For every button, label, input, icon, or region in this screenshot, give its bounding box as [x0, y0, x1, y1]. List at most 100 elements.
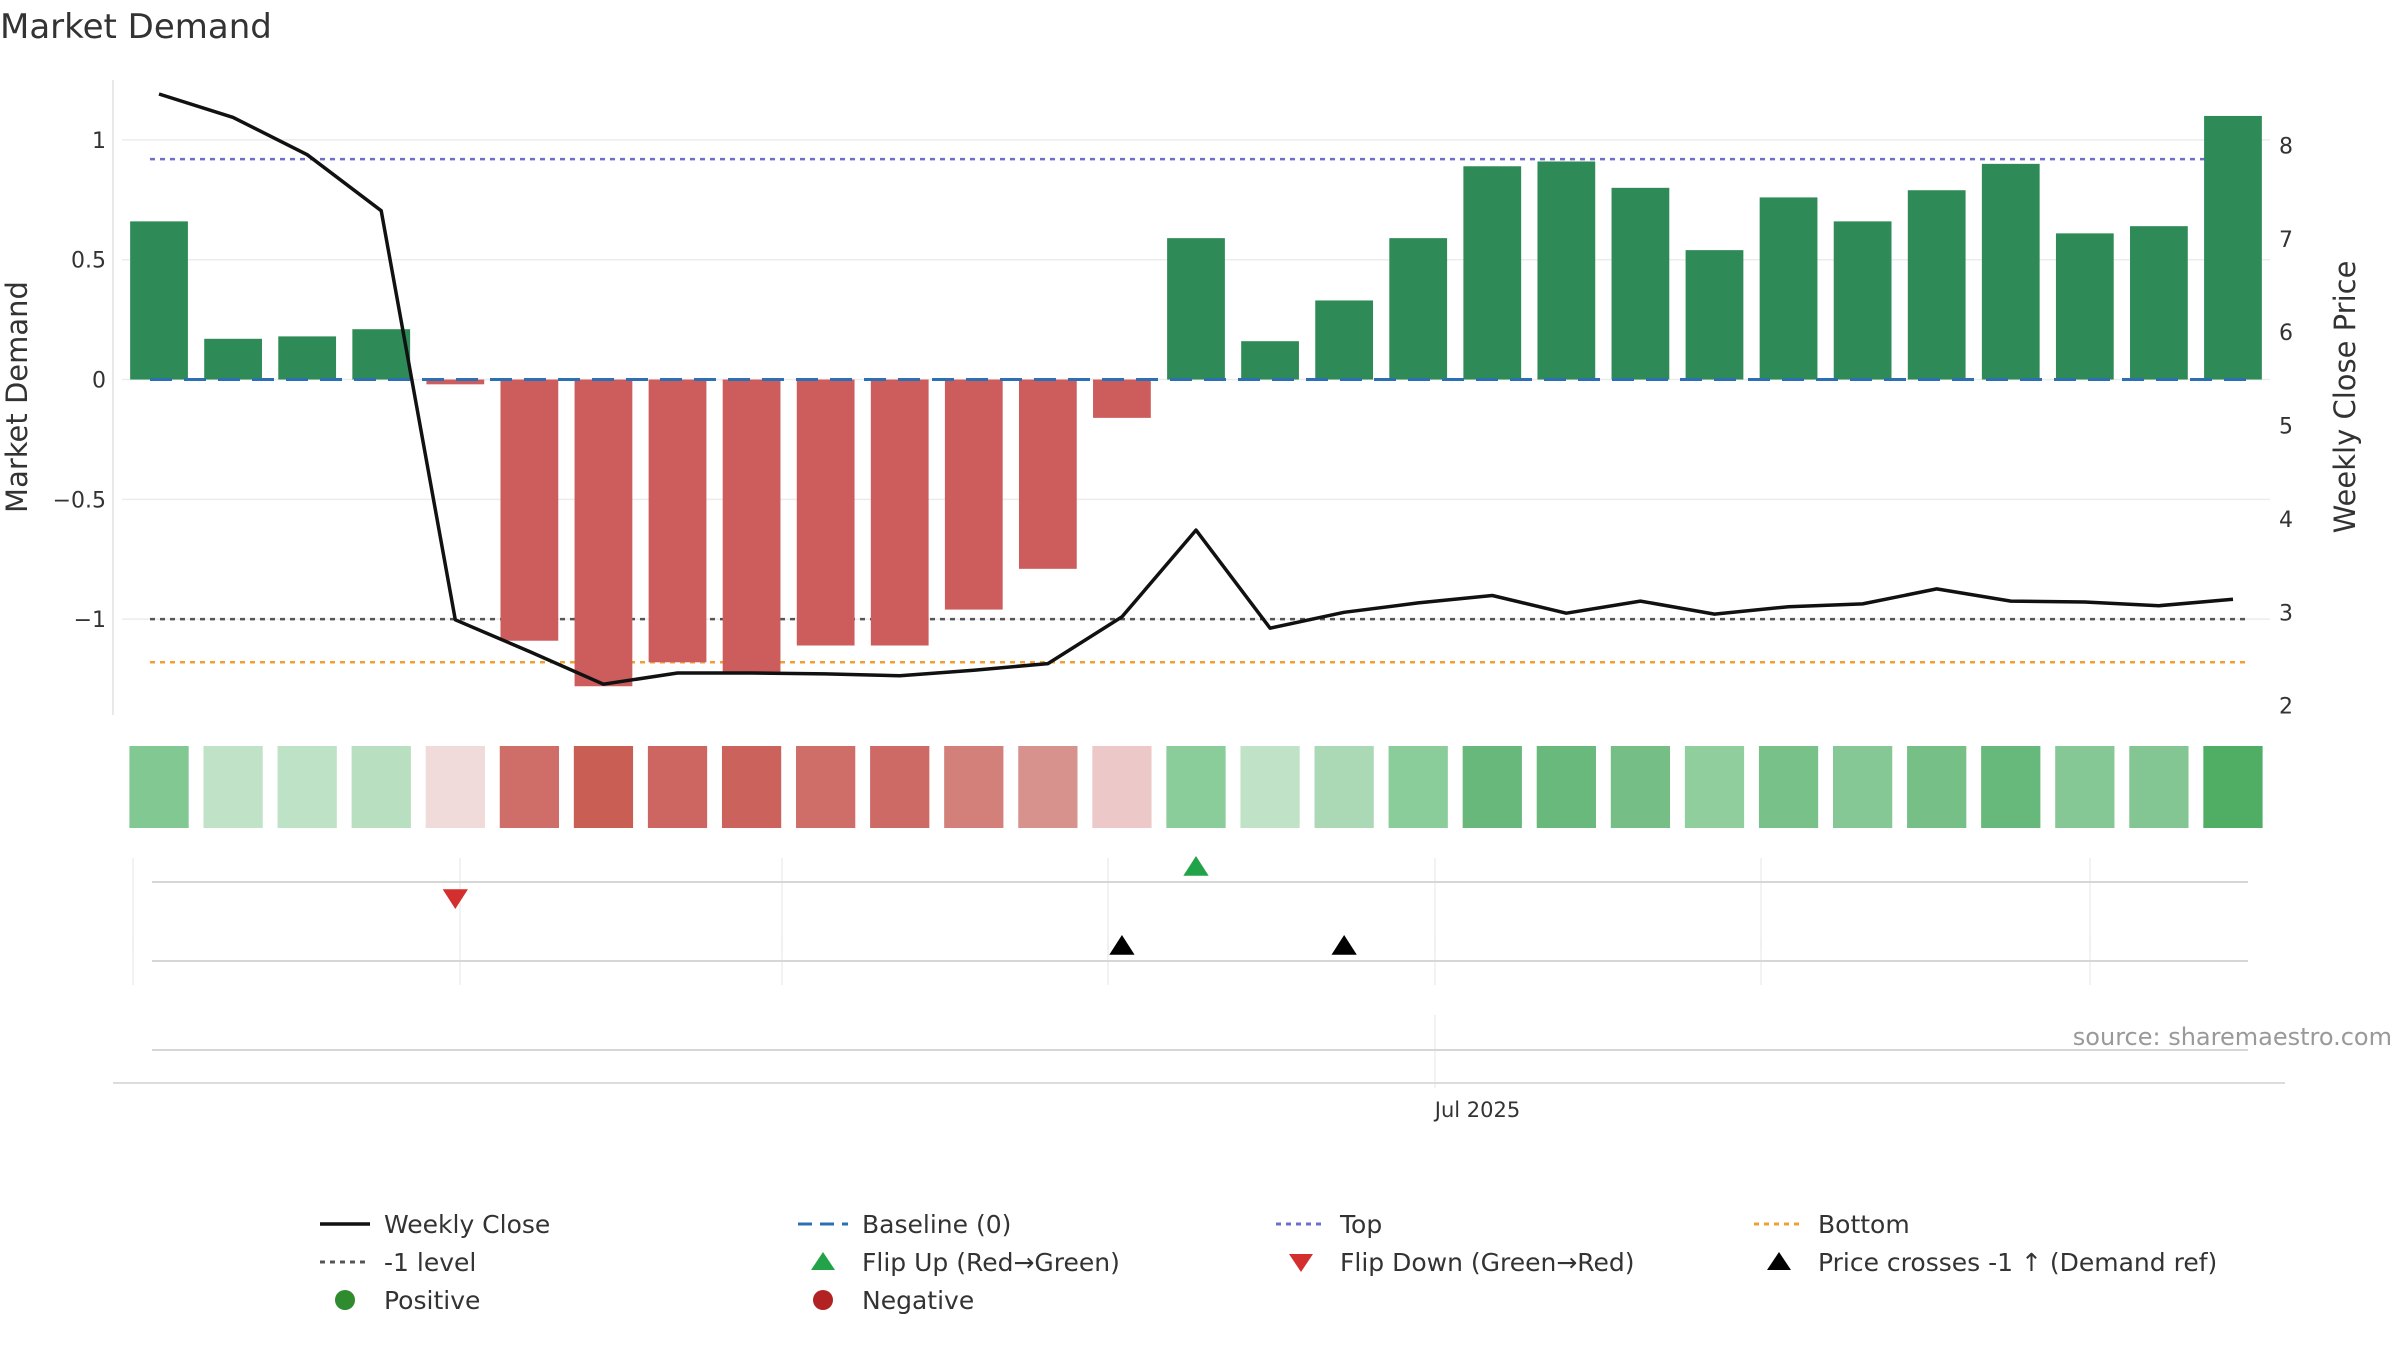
bar-positive: [1167, 238, 1225, 380]
legend-label: Flip Up (Red→Green): [862, 1247, 1120, 1277]
signal-panels: [113, 856, 2285, 1088]
heat-cell: [647, 746, 708, 828]
heat-cell: [721, 746, 782, 828]
legend-item: Weekly Close: [310, 1205, 788, 1243]
legend-item: Flip Up (Red→Green): [788, 1243, 1266, 1281]
heat-cell: [1907, 746, 1967, 828]
heat-cell: [1314, 746, 1374, 828]
flip-down-marker: [442, 889, 468, 909]
demand-bars: [130, 115, 2262, 687]
legend-label: Baseline (0): [862, 1209, 1012, 1239]
legend-row: -1 level Flip Up (Red→Green) Flip Down (Gr…: [310, 1243, 2270, 1281]
heat-cell: [1462, 746, 1522, 828]
legend-label: -1 level: [384, 1247, 477, 1277]
legend-triangle-up-icon: [1767, 1252, 1791, 1270]
bar-negative: [870, 379, 929, 646]
bar-positive: [1685, 250, 1744, 380]
bar-positive: [1907, 190, 1966, 380]
heat-cell: [2055, 746, 2115, 828]
heat-cell: [2129, 746, 2189, 828]
legend-dot-line-icon: [320, 1260, 370, 1264]
heat-cell: [1166, 746, 1226, 828]
bar-positive: [278, 336, 337, 380]
heat-cell: [203, 746, 263, 828]
heat-cell: [870, 746, 930, 828]
heat-cell: [425, 746, 485, 828]
legend-row: Weekly Close Baseline (0) Top Bottom: [310, 1205, 2270, 1243]
heat-cell: [1684, 746, 1745, 828]
bar-positive: [130, 221, 188, 380]
bar-positive: [1759, 197, 1818, 380]
bar-negative: [796, 379, 855, 646]
legend-item: Negative: [788, 1281, 1266, 1319]
heat-cell: [1018, 746, 1078, 828]
y-axis-ticks: 1 0.5 0 −0.5 −1: [53, 129, 106, 633]
chart-title: Market Demand: [0, 7, 272, 47]
bar-negative: [1018, 379, 1077, 569]
y2-tick-label: 8: [2279, 134, 2293, 159]
legend-label: Positive: [384, 1285, 481, 1315]
heat-cell: [129, 746, 189, 828]
y2-tick-label: 3: [2279, 601, 2293, 626]
bar-positive: [1389, 238, 1448, 380]
y2-axis-ticks: 8 7 6 5 4 3 2: [2279, 134, 2293, 719]
legend-triangle-down-icon: [1289, 1254, 1313, 1272]
y2-axis-title: Weekly Close Price: [2328, 261, 2362, 534]
legend-dot-icon: [813, 1290, 833, 1310]
legend-item: Flip Down (Green→Red): [1266, 1243, 1744, 1281]
legend-item: Bottom: [1744, 1205, 2222, 1243]
legend-label: Negative: [862, 1285, 975, 1315]
bar-positive: [1537, 161, 1596, 380]
heat-cell: [1388, 746, 1448, 828]
legend-item: Top: [1266, 1205, 1744, 1243]
bar-positive: [2130, 226, 2188, 380]
bar-positive: [352, 329, 411, 380]
y-tick-label: 0.5: [71, 249, 106, 274]
heat-cell: [1240, 746, 1300, 828]
legend-solid-line-icon: [320, 1222, 370, 1226]
legend-dash-line-icon: [798, 1222, 848, 1226]
bar-negative: [500, 379, 559, 641]
heat-cell: [944, 746, 1004, 828]
heat-cell: [796, 746, 856, 828]
demand-heat-strip: [129, 746, 2263, 828]
source-text: source: sharemaestro.com: [2073, 1023, 2392, 1051]
legend-item: Baseline (0): [788, 1205, 1266, 1243]
legend-dot-line-icon: [1754, 1222, 1804, 1226]
weekly-close-line: [158, 92, 2234, 686]
bar-positive: [1463, 166, 1522, 380]
legend-label: Weekly Close: [384, 1209, 551, 1239]
legend-row: Positive Negative: [310, 1281, 2270, 1319]
y-tick-label: 0: [92, 369, 106, 394]
bar-negative: [574, 379, 633, 687]
heat-cell: [351, 746, 411, 828]
legend-triangle-up-icon: [811, 1252, 835, 1270]
y-tick-label: 1: [92, 129, 106, 154]
y-axis-title: Market Demand: [0, 281, 34, 513]
heat-cell: [1610, 746, 1671, 828]
heat-cell: [1981, 746, 2041, 828]
heat-cell: [573, 746, 634, 828]
bar-positive: [2055, 233, 2114, 380]
price-cross-marker: [1109, 935, 1135, 955]
legend-label: Bottom: [1818, 1209, 1910, 1239]
heat-cell: [1536, 746, 1596, 828]
legend-label: Flip Down (Green→Red): [1340, 1247, 1635, 1277]
bar-positive: [204, 338, 262, 380]
bar-positive: [1315, 300, 1374, 380]
legend: Weekly Close Baseline (0) Top Bottom -1 leve…: [310, 1205, 2270, 1319]
heat-cell: [499, 746, 560, 828]
bar-negative: [648, 379, 707, 663]
legend-item: Price crosses -1 ↑ (Demand ref): [1744, 1243, 2222, 1281]
legend-label: Price crosses -1 ↑ (Demand ref): [1818, 1247, 2218, 1277]
bar-negative: [944, 379, 1003, 610]
price-cross-marker: [1331, 935, 1357, 955]
bar-positive: [1611, 187, 1670, 380]
heat-cell: [1092, 746, 1152, 828]
heat-cell: [277, 746, 337, 828]
bar-positive: [1241, 341, 1299, 380]
bar-positive: [2204, 115, 2262, 380]
y-tick-label: −0.5: [53, 488, 106, 513]
bar-positive: [1833, 221, 1892, 380]
